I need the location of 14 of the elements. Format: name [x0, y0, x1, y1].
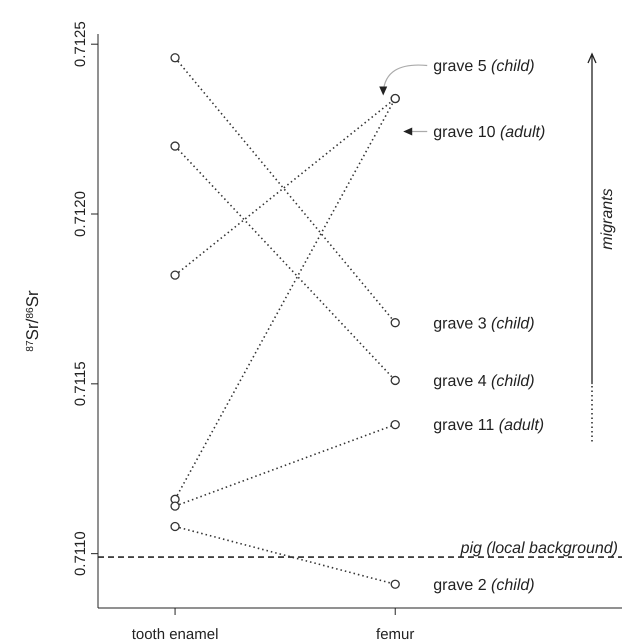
text: grave 3 (child) — [433, 315, 535, 332]
x-tick-label: femur — [376, 626, 414, 643]
ref-line-label: pig (local background) — [460, 540, 618, 558]
text: grave 11 (adult) — [433, 417, 544, 434]
text: grave 2 (child) — [433, 576, 535, 594]
text: grave 5 (child) — [433, 58, 535, 76]
annotation: migrants — [599, 188, 616, 250]
y-tick-label: 0.7120 — [72, 191, 89, 237]
text: grave 4 (child) — [433, 373, 535, 390]
y-tick-label: 0.7125 — [72, 21, 89, 68]
x-tick-label: tooth enamel — [132, 626, 218, 643]
y-tick-label: 0.7110 — [72, 531, 89, 576]
y-tick-label: 0.7115 — [72, 361, 89, 406]
text: grave 10 (adult) — [433, 124, 546, 142]
